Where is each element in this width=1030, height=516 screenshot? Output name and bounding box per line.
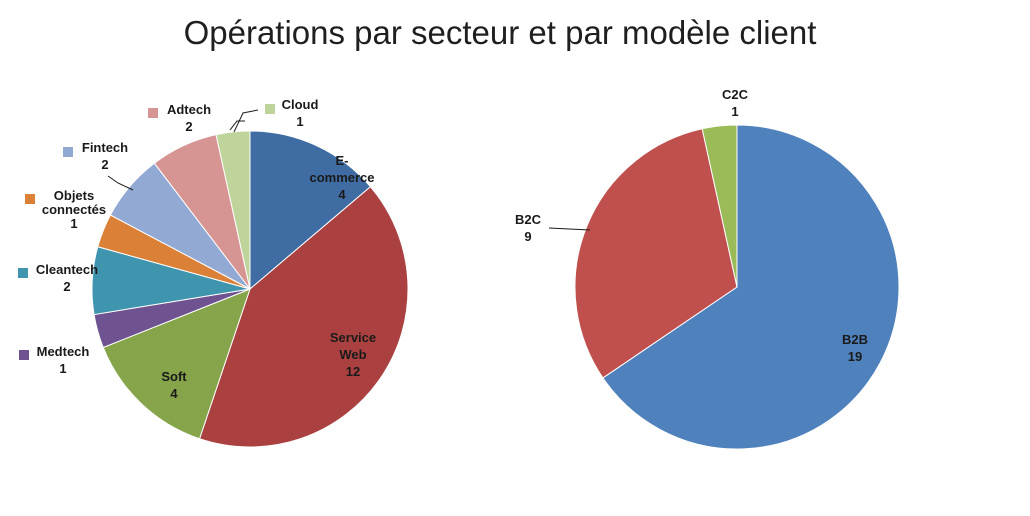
chart-title: Opérations par secteur et par modèle cli… [183,14,817,51]
legend-key-fintech [63,147,73,157]
slice-label-b2c: B2C 9 [515,212,542,244]
legend-key-objets-connectes [25,194,35,204]
slice-label-soft: Soft 4 [161,369,187,401]
slice-label-service-web: Service Web 12 [330,330,376,379]
slice-label-medtech: Medtech 1 [37,344,90,376]
slice-label-fintech: Fintech 2 [82,140,128,172]
pie-slice-b2b [602,124,900,450]
slice-label-cleantech: Cleantech 2 [36,262,98,294]
slice-label-b2b: B2B 19 [842,332,868,364]
pie-slice-b2c [574,128,738,379]
leader-line-adtech [229,120,245,131]
legend-key-cleantech [18,268,28,278]
slice-label-cloud: Cloud 1 [282,97,319,129]
pie-slice-c2c [701,124,738,288]
slice-label-objets-connectes: Objets connectés 1 [42,188,106,231]
legend-key-medtech [19,350,29,360]
slice-label-c2c: C2C 1 [722,87,749,119]
pie-slice-e-commerce [249,130,372,291]
slice-label-e-commerce: E-commerce 4 [309,153,374,202]
pie-slice-service-web [198,186,409,448]
pie-slice-cloud [215,130,251,290]
leader-line-cloud [233,109,259,133]
leader-line-fintech [107,175,134,191]
sector-pie-chart: E-commerce 4 Service Web 12 Soft 4 Medtech 1 Clea… [18,97,409,448]
slice-label-adtech: Adtech 2 [167,102,211,134]
legend-key-cloud [265,104,275,114]
leader-line-b2c [548,227,591,231]
pie-slice-soft [102,288,251,440]
legend-key-adtech [148,108,158,118]
client-model-pie-chart: B2B 19 B2C 9 C2C 1 [515,87,900,450]
